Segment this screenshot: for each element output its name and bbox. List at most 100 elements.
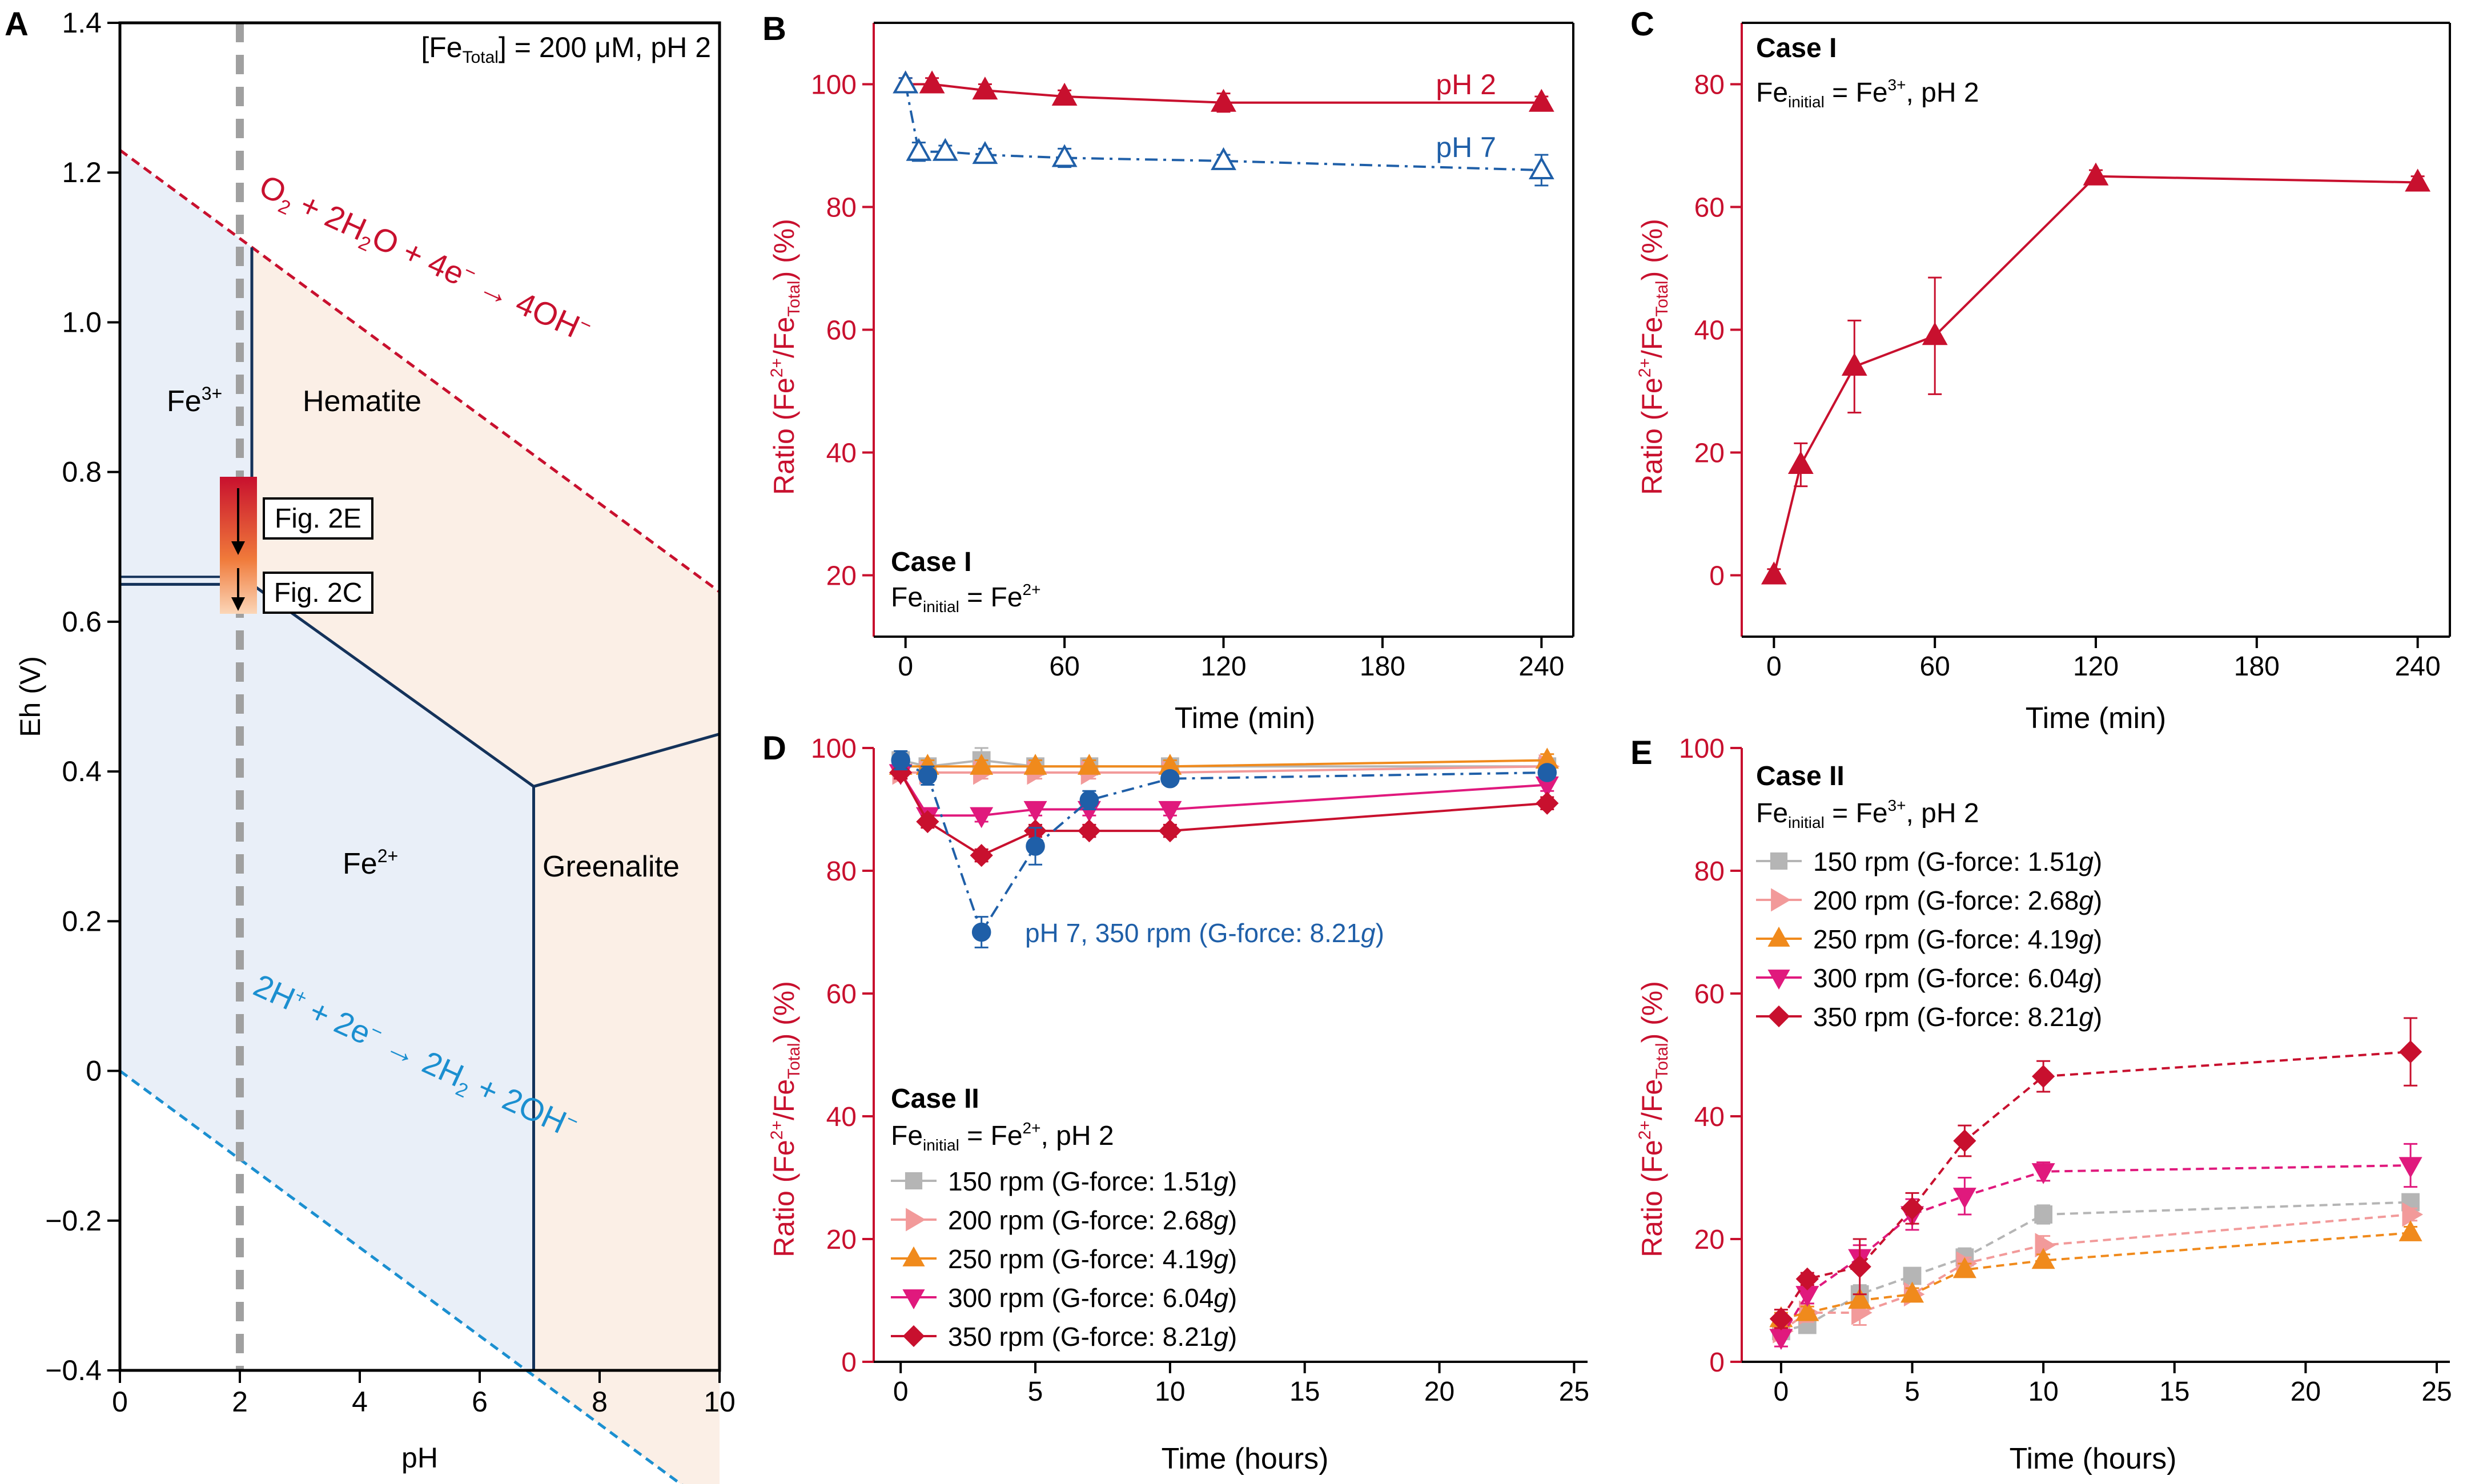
legend-marker (1767, 926, 1790, 947)
legend-marker (1771, 888, 1791, 912)
x-tick-label: 10 (2028, 1377, 2058, 1407)
data-point (1787, 451, 1814, 474)
legend-label: 150 rpm (G-force: 1.51g) (1813, 847, 2102, 876)
y-tick-label: 40 (826, 1102, 857, 1132)
series (893, 70, 1554, 187)
fig-2e-box (263, 497, 373, 540)
plot-area: 0 60 120 180 240 20 40 60 80 100 (811, 22, 1574, 682)
arrow-head-2 (231, 597, 245, 611)
x-tick-label: 60 (1049, 651, 1079, 682)
y-axis-label: Ratio (Fe2+/FeTotal) (%) (768, 981, 803, 1257)
legend-unit: g (1214, 1205, 1228, 1235)
series (1761, 162, 2431, 585)
legend: 150 rpm (G-force: 1.51g) 200 rpm (G-force… (891, 1167, 1237, 1352)
series-line (1780, 1213, 2411, 1332)
series-line (1773, 175, 2418, 576)
legend-marker (902, 1289, 925, 1310)
data-point (2031, 1248, 2055, 1269)
data-point (1023, 754, 1047, 775)
legend-unit: g (2079, 847, 2094, 876)
data-point (1023, 801, 1047, 822)
y-tick-label: 40 (1694, 316, 1725, 346)
data-point (2398, 1040, 2422, 1064)
y-tick-label: 0 (841, 1348, 857, 1378)
x-axis-label: pH (401, 1442, 438, 1474)
y-axis-label: Ratio (Fe2+/FeTotal) (%) (1636, 981, 1672, 1257)
x-axis-label: Time (min) (2026, 702, 2167, 735)
pourbaix-regions (120, 150, 720, 1484)
x-tick-label: 2 (232, 1386, 248, 1418)
y-tick-label: 60 (826, 979, 857, 1010)
legend: 150 rpm (G-force: 1.51g) 200 rpm (G-force… (1756, 847, 2102, 1032)
x-tick-label: 10 (704, 1386, 736, 1418)
h2-line (119, 1069, 684, 1484)
x-tick-label: 25 (1559, 1377, 1589, 1407)
x-tick-label: 0 (1774, 1377, 1789, 1407)
x-tick-label: 20 (2291, 1377, 2321, 1407)
region-fe2 (120, 584, 534, 1376)
plot-frame (118, 21, 721, 1372)
y-tick-label: 20 (826, 1225, 857, 1255)
legend-unit: g (1214, 1283, 1228, 1313)
legend-marker (906, 1208, 926, 1232)
series-label-ph7: pH 7 (1436, 131, 1496, 163)
data-point (1537, 763, 1557, 782)
y-axis-label: Ratio (Fe2+/FeTotal) (%) (1636, 219, 1672, 495)
data-point (2398, 1220, 2422, 1241)
x-tick-label: 15 (2159, 1377, 2189, 1407)
panel-c-letter: C (1630, 6, 1654, 43)
legend-label: 250 rpm (G-force: 4.19g) (948, 1244, 1237, 1274)
y-tick-label: 80 (1694, 70, 1725, 100)
fe-initial-label: Feinitial = Fe3+, pH 2 (1756, 76, 1979, 111)
legend-label: 200 rpm (G-force: 2.68g) (948, 1205, 1237, 1235)
y-tick-label: 80 (1694, 856, 1725, 887)
panel-c-chart: C Ratio (Fe2+/FeTotal) (%) 0 60 120 180 2400… (1630, 6, 2451, 735)
data-point (1953, 1129, 1976, 1153)
x-tick-label: 0 (898, 651, 913, 682)
data-point (1901, 1281, 1924, 1303)
x-tick-label: 25 (2421, 1377, 2452, 1407)
y-tick-label: 40 (826, 439, 857, 469)
legend-marker (902, 1325, 925, 1348)
data-point (972, 141, 998, 164)
y-tick-label: 80 (826, 856, 857, 887)
y-tick-label: 0.2 (62, 905, 102, 937)
case-label: Case II (891, 1084, 979, 1114)
fig-2e-label: Fig. 2E (275, 504, 361, 534)
panel-b-chart: B Ratio (Fe2+/FeTotal) (%) 0 60 120 180 240 2… (762, 10, 1574, 735)
x-tick-label: 5 (1028, 1377, 1043, 1407)
data-point (1952, 1257, 1976, 1278)
y-tick-label: 60 (1694, 979, 1725, 1010)
data-point (1051, 82, 1078, 106)
y-tick-label: 100 (811, 70, 857, 100)
data-point (1077, 754, 1101, 775)
region-label-fe2: Fe2+ (343, 846, 398, 880)
data-point (2031, 1163, 2055, 1184)
data-point (1158, 801, 1182, 822)
x-axis-ticks: 0 2 4 6 8 10 (112, 1370, 736, 1418)
panel-e-letter: E (1630, 734, 1653, 771)
region-fe3 (120, 150, 252, 585)
data-point (1848, 1255, 1871, 1278)
data-point (2032, 1065, 2055, 1088)
x-axis-label: Time (hours) (1162, 1442, 1329, 1475)
series (892, 754, 1560, 785)
fig-2c-label: Fig. 2C (274, 578, 363, 608)
data-point (1795, 1300, 1819, 1321)
data-point (1841, 352, 1867, 376)
legend-marker (1767, 970, 1790, 990)
panel-a-letter: A (5, 6, 29, 43)
fe-initial-label: Feinitial = Fe3+, pH 2 (1756, 797, 1979, 831)
legend-label: 200 rpm (G-force: 2.68g) (1813, 886, 2102, 915)
legend-unit: g (1214, 1167, 1228, 1196)
plot-area: 0 5 10 15 20 25 0 20 40 60 80 100 (1679, 734, 2452, 1407)
data-point (893, 70, 919, 94)
ph7-annotation: pH 7, 350 rpm (G-force: 8.21g) (1025, 918, 1384, 948)
data-point (1158, 819, 1182, 843)
y-tick-label: 1.4 (62, 7, 102, 39)
data-point (972, 77, 998, 100)
x-tick-label: 120 (2073, 651, 2119, 682)
x-axis-label: Time (hours) (2010, 1442, 2177, 1475)
x-axis-label: Time (min) (1175, 702, 1316, 735)
